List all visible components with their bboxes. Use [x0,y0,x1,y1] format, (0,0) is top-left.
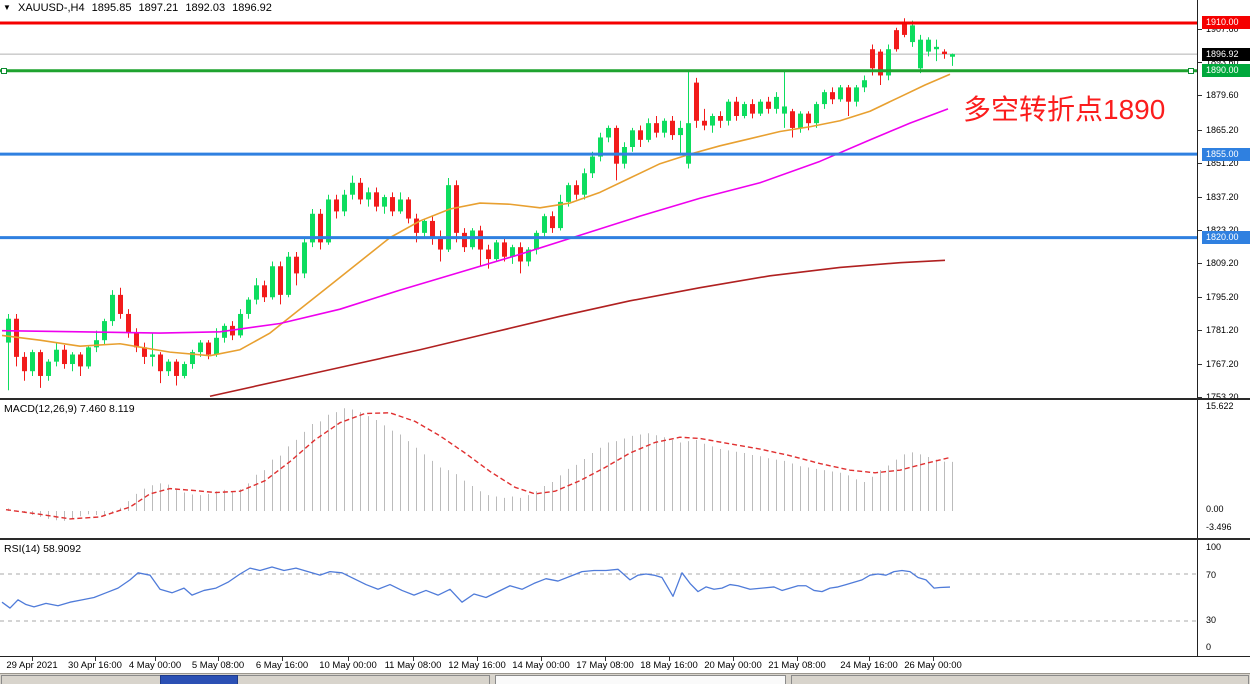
time-tick-mark [95,657,96,661]
macd-tick-label: 15.622 [1206,401,1234,411]
price-tick-mark [1198,330,1202,332]
time-tick-mark [348,657,349,661]
price-tick-mark [1198,196,1202,198]
time-tick-label: 10 May 00:00 [319,660,377,671]
price-badge-1820-00: 1820.00 [1202,231,1250,245]
pane-separator[interactable] [0,538,1250,540]
price-tick-label: 1851.20 [1206,158,1239,169]
price-tick-mark [1198,263,1202,265]
time-tick-mark [669,657,670,661]
price-badge-1855-00: 1855.00 [1202,147,1250,161]
price-tick-label: 1823.20 [1206,225,1239,235]
price-tick-label: 1753.20 [1206,391,1239,402]
time-tick-label: 11 May 08:00 [384,660,442,671]
price-chart-canvas[interactable] [0,0,1197,398]
time-tick-label: 20 May 00:00 [704,660,762,671]
price-badge-1896-92: 1896.92 [1202,47,1250,61]
taskbar-segment-0[interactable] [1,675,490,684]
time-tick-mark [282,657,283,661]
price-tick-mark [1198,163,1202,165]
quote-close: 1896.92 [232,2,272,14]
macd-tick-label: -3.496 [1206,522,1232,532]
taskbar-segment-1[interactable] [495,675,786,684]
time-tick-mark [218,657,219,661]
time-tick-label: 18 May 16:00 [640,660,698,671]
time-tick-mark [869,657,870,661]
price-tick-label: 1795.20 [1206,291,1239,302]
rsi-tick-label: 0 [1206,642,1212,652]
time-tick-mark [413,657,414,661]
time-tick-mark [477,657,478,661]
price-tick-mark [1198,296,1202,298]
price-badge-1890-00: 1890.00 [1202,64,1250,78]
price-tick-mark [1198,396,1202,398]
price-tick-label: 1837.20 [1206,191,1239,202]
macd-label: MACD(12,26,9) 7.460 8.119 [4,403,135,415]
quote-open: 1895.85 [91,2,132,14]
time-tick-label: 17 May 08:00 [576,660,634,671]
time-tick-label: 12 May 16:00 [448,660,506,671]
time-tick-label: 29 Apr 2021 [6,660,58,671]
price-axis: 1907.601893.601879.601865.201851.201837.… [1197,0,1250,656]
quote-low: 1892.03 [185,2,226,14]
time-tick-label: 6 May 16:00 [255,660,309,671]
price-pane[interactable]: ▼ XAUUSD-,H4 1895.85 1897.21 1892.03 189… [0,0,1197,398]
time-tick-mark [605,657,606,661]
price-tick-mark [1198,363,1202,365]
rsi-tick-label: 100 [1206,542,1222,552]
time-tick-label: 5 May 08:00 [191,660,245,671]
time-tick-mark [155,657,156,661]
time-tick-mark [32,657,33,661]
time-tick-mark [933,657,934,661]
annotation-text: 多空转折点1890 [963,94,1166,125]
time-tick-label: 26 May 00:00 [904,660,962,671]
price-tick-mark [1198,129,1202,131]
taskbar-segment-2[interactable] [791,675,1249,684]
symbol-period-label: XAUUSD-,H4 [17,2,85,14]
time-tick-label: 30 Apr 16:00 [68,660,122,671]
dropdown-triangle-icon: ▼ [3,3,11,12]
time-axis: 29 Apr 2021 30 Apr 16:00 4 May 00:00 5 May … [0,656,1250,673]
rsi-pane[interactable]: RSI(14) 58.9092 [0,540,1197,656]
price-tick-label: 1893.60 [1206,57,1239,68]
price-tick-mark [1198,95,1202,97]
price-tick-label: 1879.60 [1206,90,1239,101]
time-tick-label: 14 May 00:00 [512,660,570,671]
price-tick-mark [1198,230,1202,231]
price-badge-1910-00: 1910.00 [1202,16,1250,30]
price-tick-mark [1198,62,1202,64]
rsi-label: RSI(14) 58.9092 [4,543,82,555]
price-tick-label: 1781.20 [1206,325,1239,336]
hline-handle-icon[interactable] [1188,67,1194,74]
time-tick-label: 4 May 00:00 [128,660,182,671]
rsi-chart-canvas[interactable] [0,540,1197,656]
time-tick-label: 21 May 08:00 [768,660,826,671]
time-tick-mark [797,657,798,661]
macd-tick-label: 0.00 [1206,504,1224,514]
pane-separator[interactable] [0,398,1250,400]
price-tick-mark [1198,28,1202,30]
rsi-tick-label: 70 [1206,570,1217,580]
rsi-tick-label: 30 [1206,615,1217,625]
price-tick-label: 1865.20 [1206,124,1239,135]
time-tick-label: 24 May 16:00 [840,660,898,671]
taskbar-active-item[interactable] [160,675,238,684]
price-tick-label: 1809.20 [1206,258,1239,269]
quote-high: 1897.21 [138,2,179,14]
time-tick-mark [541,657,542,661]
price-tick-label: 1767.20 [1206,358,1239,369]
macd-chart-canvas[interactable] [0,400,1197,538]
quote-line: ▼ XAUUSD-,H4 1895.85 1897.21 1892.03 189… [3,2,276,14]
time-tick-mark [733,657,734,661]
macd-pane[interactable]: MACD(12,26,9) 7.460 8.119 [0,400,1197,538]
taskbar-strip [0,673,1250,684]
hline-handle-icon[interactable] [1,67,7,74]
